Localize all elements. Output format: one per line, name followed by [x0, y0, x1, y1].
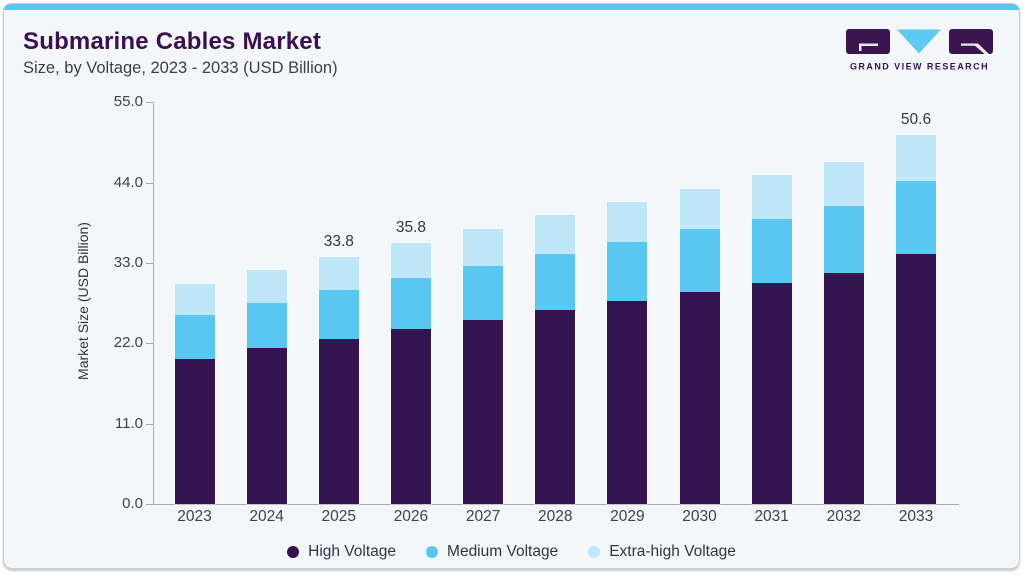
bar-2026-extra-high-voltage — [390, 242, 431, 278]
bar-2028-high-voltage — [535, 310, 576, 504]
y-axis-line — [153, 102, 154, 504]
bar-2027-medium-voltage — [463, 265, 504, 320]
x-axis-label-2030: 2030 — [682, 508, 717, 525]
bar-2032-extra-high-voltage — [823, 162, 864, 207]
bar-2033-high-voltage — [896, 253, 936, 504]
legend-item-extra-high-voltage: Extra-high Voltage — [588, 543, 736, 561]
y-tick-mark-0.0 — [146, 504, 153, 505]
bar-column-2030 — [679, 188, 720, 504]
bar-column-2023 — [174, 284, 215, 504]
bar-total-label-2026: 35.8 — [395, 218, 427, 236]
bar-2028-medium-voltage — [535, 254, 576, 311]
logo-g-block — [846, 29, 890, 54]
bar-2027-extra-high-voltage — [463, 229, 504, 266]
x-axis-label-2031: 2031 — [754, 508, 789, 525]
x-axis-label-2026: 2026 — [393, 508, 429, 525]
bar-2033-extra-high-voltage — [896, 134, 936, 181]
bar-column-2033 — [896, 134, 936, 504]
legend-dot-medium-voltage — [426, 546, 439, 558]
y-tick-label-22.0: 22.0 — [113, 334, 143, 352]
x-axis-label-2023: 2023 — [177, 508, 212, 525]
bar-2031-medium-voltage — [751, 219, 792, 284]
x-axis-label-2025: 2025 — [321, 508, 357, 525]
y-tick-mark-11.0 — [146, 423, 153, 425]
legend-item-high-voltage: High Voltage — [287, 543, 396, 561]
bar-2028-extra-high-voltage — [535, 214, 576, 255]
logo-r-glyph — [961, 43, 989, 54]
y-tick-mark-33.0 — [146, 263, 153, 265]
y-tick-label-11.0: 11.0 — [114, 414, 143, 432]
logo-wordmark: GRAND VIEW RESEARCH — [850, 62, 989, 72]
bar-2033-medium-voltage — [896, 180, 936, 254]
logo-g-glyph — [859, 43, 878, 51]
bar-2025-medium-voltage — [318, 290, 359, 339]
bar-column-2026 — [390, 242, 431, 504]
bar-2023-extra-high-voltage — [174, 284, 215, 315]
bar-2032-medium-voltage — [823, 206, 864, 274]
bar-total-label-2025: 33.8 — [323, 233, 354, 251]
bar-total-label-2033: 50.6 — [900, 110, 932, 128]
x-axis-line — [153, 504, 959, 505]
x-axis-label-2027: 2027 — [465, 508, 501, 525]
bar-column-2032 — [823, 162, 864, 504]
bar-2023-high-voltage — [174, 358, 215, 504]
bar-2024-extra-high-voltage — [246, 270, 287, 304]
x-axis-label-2033: 2033 — [898, 508, 934, 525]
bar-2026-medium-voltage — [390, 277, 431, 330]
y-tick-label-33.0: 33.0 — [113, 254, 143, 272]
y-tick-label-0.0: 0.0 — [122, 495, 143, 512]
bar-2029-high-voltage — [607, 301, 648, 504]
bar-2025-high-voltage — [318, 338, 359, 504]
bar-2029-medium-voltage — [607, 241, 648, 301]
legend: High Voltage Medium Voltage Extra-high V… — [4, 540, 1019, 564]
bar-2023-medium-voltage — [174, 314, 215, 359]
logo-v-triangle — [897, 29, 941, 54]
bar-2024-medium-voltage — [246, 303, 287, 349]
bar-2030-high-voltage — [679, 292, 720, 504]
y-tick-mark-55.0 — [146, 102, 153, 104]
legend-label-medium-voltage: Medium Voltage — [447, 543, 559, 560]
x-axis-label-2028: 2028 — [538, 508, 573, 525]
legend-label-high-voltage: High Voltage — [308, 543, 397, 560]
bar-2030-extra-high-voltage — [679, 188, 720, 230]
y-tick-label-55.0: 55.0 — [113, 93, 143, 111]
bar-2031-high-voltage — [751, 283, 792, 504]
bar-column-2027 — [463, 229, 504, 504]
bar-2029-extra-high-voltage — [607, 201, 648, 242]
bar-column-2031 — [751, 175, 792, 504]
page-title: Submarine Cables Market — [23, 28, 322, 55]
x-axis-label-2029: 2029 — [610, 508, 645, 525]
bar-2032-high-voltage — [823, 273, 864, 504]
x-axis-label-2032: 2032 — [826, 508, 862, 525]
y-tick-mark-44.0 — [146, 182, 153, 184]
chart-plot-area: Market Size (USD Billion) 0.0 11.0 22.0 33.… — [4, 4, 1021, 570]
bar-column-2029 — [607, 201, 648, 504]
bar-column-2024 — [246, 270, 287, 504]
bar-column-2028 — [535, 214, 576, 504]
bar-2025-extra-high-voltage — [318, 257, 359, 291]
bar-2027-high-voltage — [463, 319, 504, 504]
bar-2024-high-voltage — [246, 348, 287, 504]
chart-card: Submarine Cables Market Size, by Voltage… — [3, 3, 1020, 569]
legend-dot-extra-high-voltage — [588, 546, 601, 558]
accent-top-bar — [4, 4, 1019, 10]
legend-dot-high-voltage — [287, 546, 300, 558]
page-subtitle: Size, by Voltage, 2023 - 2033 (USD Billi… — [23, 59, 338, 77]
bar-2031-extra-high-voltage — [751, 175, 792, 220]
bar-column-2025 — [318, 257, 359, 504]
y-tick-label-44.0: 44.0 — [113, 173, 143, 191]
gvr-logo: GRAND VIEW RESEARCH — [846, 29, 993, 72]
bar-2030-medium-voltage — [679, 229, 720, 293]
x-axis-label-2024: 2024 — [249, 508, 284, 525]
legend-item-medium-voltage: Medium Voltage — [426, 543, 558, 561]
legend-label-extra-high-voltage: Extra-high Voltage — [609, 543, 736, 560]
y-axis-title: Market Size (USD Billion) — [75, 222, 91, 380]
bar-2026-high-voltage — [390, 329, 431, 504]
y-tick-mark-22.0 — [146, 343, 153, 345]
